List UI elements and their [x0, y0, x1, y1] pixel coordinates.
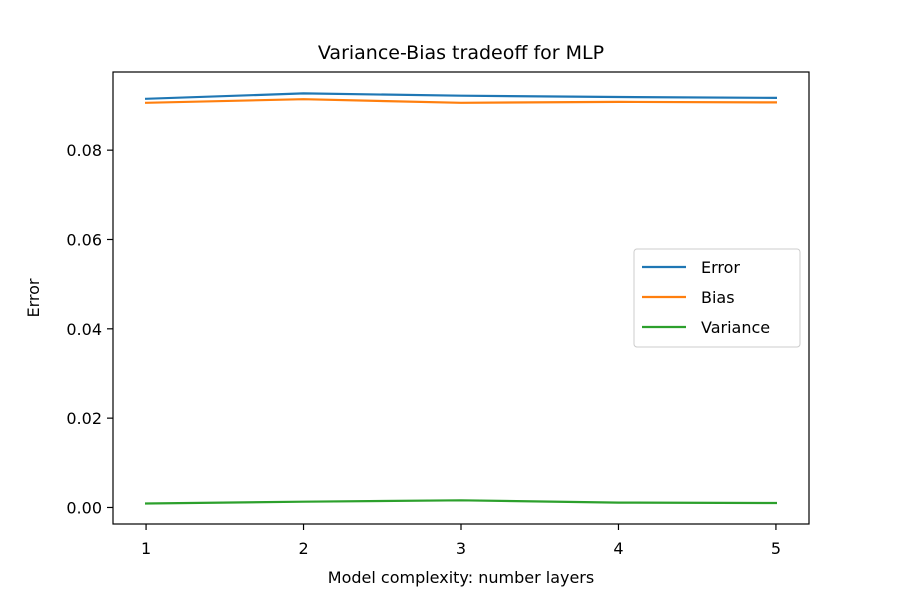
series-line-error — [144, 92, 778, 100]
y-axis-title: Error — [24, 278, 43, 317]
y-tick-label: 0.00 — [66, 498, 102, 517]
x-axis-title: Model complexity: number layers — [328, 568, 594, 587]
legend-item-error: Error — [642, 258, 740, 277]
y-tick-label: 0.06 — [66, 230, 102, 249]
x-tick-label: 2 — [298, 539, 308, 558]
legend-box — [633, 248, 801, 348]
y-tick-label: 0.08 — [66, 141, 102, 160]
x-tick-label: 3 — [456, 539, 466, 558]
legend-label: Variance — [701, 318, 770, 337]
legend-label: Error — [701, 258, 740, 277]
x-tick-label: 5 — [771, 539, 781, 558]
y-axis: 0.00 0.02 0.04 0.06 0.08 — [66, 141, 113, 517]
y-tick-label: 0.02 — [66, 409, 102, 428]
legend-item-bias: Bias — [642, 288, 735, 307]
x-axis: 1 2 3 4 5 — [141, 524, 781, 558]
chart-title: Variance-Bias tradeoff for MLP — [318, 42, 604, 64]
x-tick-label: 1 — [141, 539, 151, 558]
series-line-bias — [144, 98, 778, 104]
legend-item-variance: Variance — [642, 318, 770, 337]
x-tick-label: 4 — [613, 539, 623, 558]
legend: Error Bias Variance — [633, 248, 801, 348]
series-layer — [144, 92, 778, 505]
legend-label: Bias — [701, 288, 735, 307]
y-tick-label: 0.04 — [66, 320, 102, 339]
series-line-variance — [144, 499, 778, 505]
